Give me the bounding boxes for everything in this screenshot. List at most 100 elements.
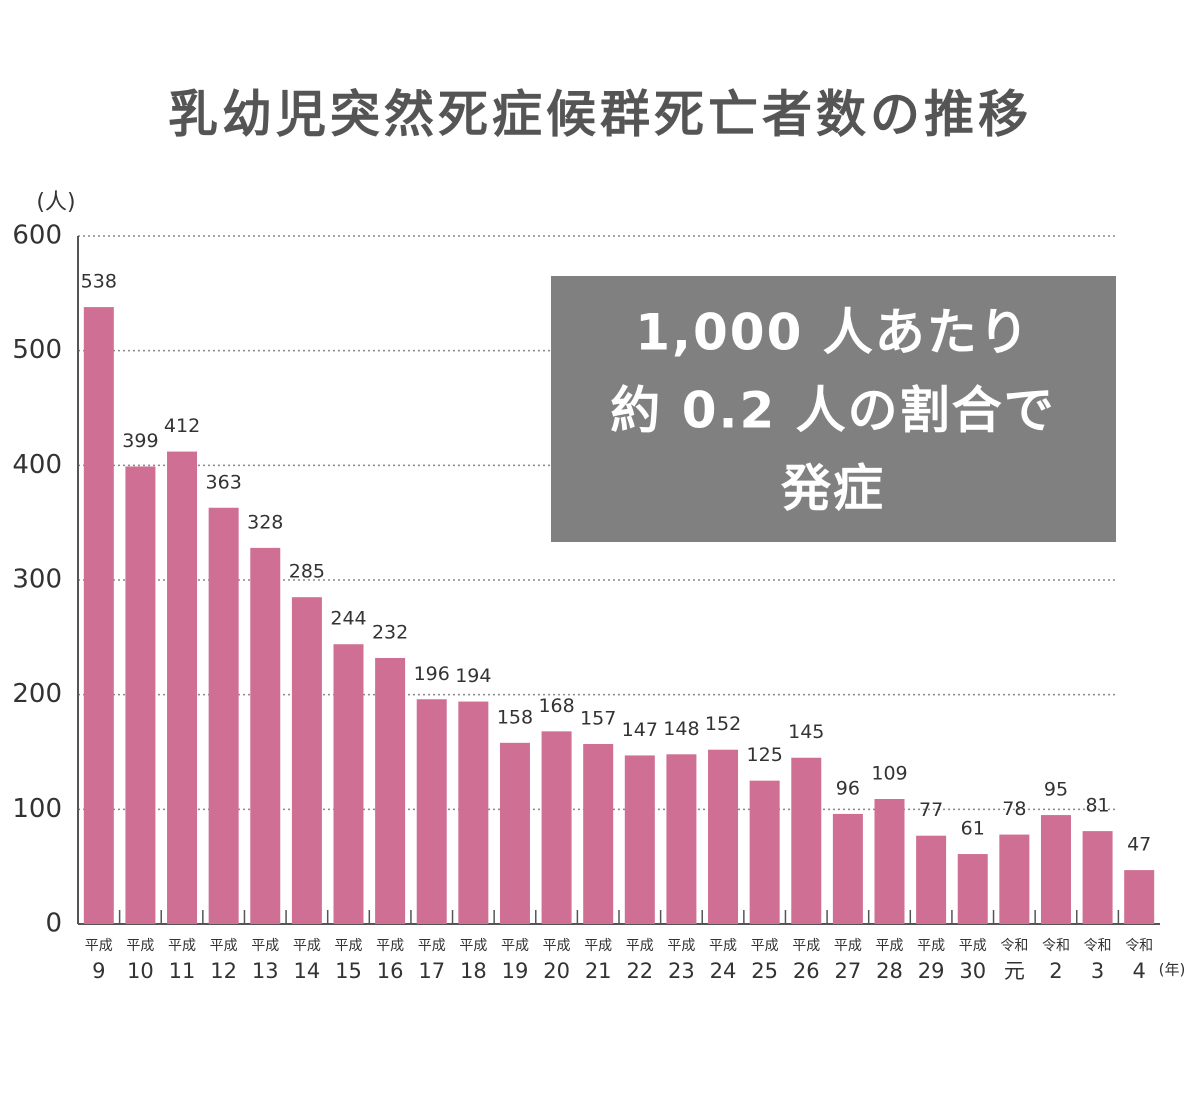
bar bbox=[791, 757, 822, 924]
x-tick-label: 平成 bbox=[459, 938, 487, 954]
bar bbox=[416, 699, 447, 924]
value-label: 145 bbox=[788, 721, 824, 743]
value-label: 95 bbox=[1044, 779, 1068, 801]
value-label: 196 bbox=[414, 663, 450, 685]
value-label: 147 bbox=[622, 719, 658, 741]
bar bbox=[458, 701, 489, 924]
x-tick-label: 27 bbox=[835, 959, 862, 983]
x-tick-label: 平成 bbox=[709, 938, 737, 954]
x-tick-label: 令和 bbox=[1084, 938, 1112, 954]
bar bbox=[1082, 831, 1113, 924]
value-label: 285 bbox=[289, 561, 325, 583]
x-tick-label: 平成 bbox=[751, 938, 779, 954]
value-label: 412 bbox=[164, 415, 200, 437]
y-tick-label: 300 bbox=[12, 565, 62, 595]
bar bbox=[541, 731, 572, 924]
value-label: 81 bbox=[1085, 795, 1109, 817]
y-tick-label: 600 bbox=[12, 221, 62, 251]
x-tick-label: 平成 bbox=[917, 938, 945, 954]
x-tick-label: 平成 bbox=[584, 938, 612, 954]
x-tick-label: 16 bbox=[377, 959, 404, 983]
value-label: 157 bbox=[580, 707, 616, 729]
bar bbox=[208, 507, 239, 924]
annotation-text: 約 0.2 人の割合で bbox=[610, 382, 1055, 440]
x-tick-label: 平成 bbox=[293, 938, 321, 954]
bar bbox=[83, 307, 114, 924]
y-tick-label: 400 bbox=[12, 450, 62, 480]
x-tick-label: 平成 bbox=[959, 938, 987, 954]
y-tick-label: 0 bbox=[45, 909, 62, 939]
x-tick-label: 30 bbox=[959, 959, 986, 983]
bar bbox=[708, 749, 739, 924]
x-tick-label: 18 bbox=[460, 959, 487, 983]
bar bbox=[125, 466, 156, 924]
x-tick-label: 4 bbox=[1133, 959, 1146, 983]
value-label: 399 bbox=[122, 430, 158, 452]
x-tick-label: 12 bbox=[210, 959, 237, 983]
x-tick-label: 28 bbox=[876, 959, 903, 983]
x-tick-label: 令和 bbox=[1000, 938, 1028, 954]
y-axis-unit: (人) bbox=[36, 190, 75, 215]
x-tick-label: 平成 bbox=[251, 938, 279, 954]
x-tick-label: 平成 bbox=[168, 938, 196, 954]
x-tick-label: 21 bbox=[585, 959, 612, 983]
value-label: 328 bbox=[247, 511, 283, 533]
x-tick-label: 平成 bbox=[85, 938, 113, 954]
x-tick-label: 平成 bbox=[543, 938, 571, 954]
value-label: 125 bbox=[747, 744, 783, 766]
bar bbox=[749, 780, 780, 924]
bar bbox=[874, 799, 905, 924]
x-tick-label: 平成 bbox=[126, 938, 154, 954]
x-tick-label: 13 bbox=[252, 959, 279, 983]
bar bbox=[583, 743, 614, 924]
x-tick-label: 平成 bbox=[792, 938, 820, 954]
bar bbox=[832, 813, 863, 924]
bar bbox=[624, 755, 655, 924]
value-label: 77 bbox=[919, 799, 943, 821]
x-axis-unit: (年) bbox=[1159, 961, 1186, 979]
bar bbox=[957, 854, 988, 924]
x-tick-label: 17 bbox=[418, 959, 445, 983]
annotation-box bbox=[551, 276, 1116, 542]
value-label: 152 bbox=[705, 713, 741, 735]
value-label: 244 bbox=[330, 608, 366, 630]
x-tick-label: 平成 bbox=[418, 938, 446, 954]
x-tick-label: 3 bbox=[1091, 959, 1104, 983]
x-tick-label: 23 bbox=[668, 959, 695, 983]
value-label: 232 bbox=[372, 621, 408, 643]
chart-title: 乳幼児突然死症候群死亡者数の推移 bbox=[168, 86, 1032, 144]
bar bbox=[1040, 815, 1071, 924]
x-tick-label: 平成 bbox=[626, 938, 654, 954]
bar bbox=[333, 644, 364, 924]
value-label: 168 bbox=[538, 695, 574, 717]
x-tick-label: 29 bbox=[918, 959, 945, 983]
x-tick-label: 2 bbox=[1049, 959, 1062, 983]
annotation-text: 発症 bbox=[781, 460, 885, 518]
bar bbox=[999, 834, 1030, 924]
x-tick-label: 10 bbox=[127, 959, 154, 983]
bar bbox=[1124, 870, 1155, 924]
x-tick-label: 平成 bbox=[834, 938, 862, 954]
x-tick-label: 元 bbox=[1004, 959, 1025, 983]
value-label: 96 bbox=[836, 777, 860, 799]
x-tick-label: 平成 bbox=[876, 938, 904, 954]
value-label: 47 bbox=[1127, 834, 1151, 856]
value-label: 158 bbox=[497, 706, 533, 728]
value-label: 194 bbox=[455, 665, 491, 687]
x-tick-label: 9 bbox=[92, 959, 105, 983]
x-tick-label: 19 bbox=[502, 959, 529, 983]
bar bbox=[167, 451, 198, 924]
x-tick-label: 25 bbox=[751, 959, 778, 983]
x-tick-label: 26 bbox=[793, 959, 820, 983]
bar bbox=[291, 597, 322, 924]
x-tick-label: 14 bbox=[294, 959, 321, 983]
bar bbox=[375, 657, 406, 924]
x-tick-label: 20 bbox=[543, 959, 570, 983]
x-tick-label: 15 bbox=[335, 959, 362, 983]
value-label: 148 bbox=[663, 718, 699, 740]
x-tick-label: 平成 bbox=[335, 938, 363, 954]
x-tick-label: 平成 bbox=[501, 938, 529, 954]
x-tick-label: 24 bbox=[710, 959, 737, 983]
bar bbox=[250, 547, 281, 924]
